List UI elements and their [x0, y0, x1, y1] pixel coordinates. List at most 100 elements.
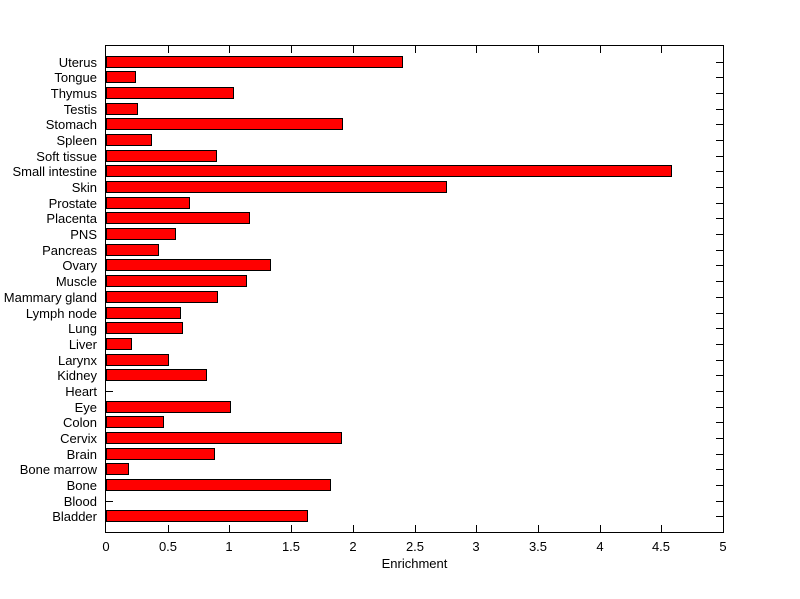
- y-tick-right: [716, 469, 723, 470]
- y-tick-label: Thymus: [50, 86, 97, 101]
- x-tick-bottom: [168, 525, 169, 532]
- y-tick-right: [716, 265, 723, 266]
- x-tick-label: 4: [596, 539, 604, 554]
- x-tick-label: 3: [472, 539, 480, 554]
- y-tick-right: [716, 234, 723, 235]
- bar: [106, 354, 169, 366]
- y-tick-label: Kidney: [57, 368, 97, 383]
- y-tick-label: Muscle: [55, 274, 97, 289]
- x-tick-label: 3.5: [528, 539, 548, 554]
- bar: [106, 181, 447, 193]
- x-tick-label: 0: [102, 539, 110, 554]
- y-tick-right: [716, 438, 723, 439]
- y-tick-right: [716, 516, 723, 517]
- x-axis-title: Enrichment: [381, 556, 448, 571]
- y-tick-label: Placenta: [46, 211, 97, 226]
- x-tick-bottom: [415, 525, 416, 532]
- y-tick-right: [716, 313, 723, 314]
- y-tick-right: [716, 407, 723, 408]
- x-tick-bottom: [538, 525, 539, 532]
- bar: [106, 197, 190, 209]
- y-tick-label: Tongue: [54, 70, 97, 85]
- y-tick-label: Small intestine: [12, 164, 97, 179]
- y-tick-right: [716, 360, 723, 361]
- x-tick-top: [353, 46, 354, 53]
- bar: [106, 369, 207, 381]
- bar: [106, 134, 152, 146]
- x-tick-label: 2: [349, 539, 357, 554]
- y-tick-left: [106, 501, 113, 502]
- bar: [106, 338, 132, 350]
- y-tick-label: Brain: [66, 447, 97, 462]
- bar: [106, 71, 136, 83]
- bar: [106, 307, 181, 319]
- y-tick-right: [716, 140, 723, 141]
- y-tick-right: [716, 203, 723, 204]
- bar: [106, 118, 343, 130]
- plot-area: [105, 45, 724, 533]
- bar: [106, 291, 218, 303]
- bar: [106, 228, 176, 240]
- x-tick-bottom: [600, 525, 601, 532]
- y-tick-label: Bone marrow: [19, 462, 97, 477]
- y-tick-label: Soft tissue: [36, 149, 97, 164]
- bar: [106, 448, 215, 460]
- y-tick-label: Larynx: [57, 353, 97, 368]
- bar: [106, 212, 250, 224]
- y-tick-right: [716, 218, 723, 219]
- y-tick-label: Bladder: [52, 509, 97, 524]
- y-tick-label: Prostate: [48, 196, 97, 211]
- y-tick-right: [716, 297, 723, 298]
- x-tick-label: 4.5: [651, 539, 671, 554]
- y-tick-right: [716, 485, 723, 486]
- y-tick-label: Ovary: [62, 258, 97, 273]
- y-tick-left: [106, 391, 113, 392]
- y-tick-right: [716, 281, 723, 282]
- y-tick-label: Testis: [63, 102, 97, 117]
- x-tick-top: [538, 46, 539, 53]
- y-tick-right: [716, 187, 723, 188]
- bar: [106, 432, 342, 444]
- y-tick-label: Spleen: [56, 133, 97, 148]
- x-tick-label: 1: [225, 539, 233, 554]
- bar: [106, 401, 231, 413]
- y-tick-right: [716, 344, 723, 345]
- y-tick-right: [716, 501, 723, 502]
- x-tick-label: 5: [719, 539, 727, 554]
- y-tick-right: [716, 391, 723, 392]
- y-tick-label: Heart: [65, 384, 97, 399]
- bar: [106, 275, 247, 287]
- bar: [106, 463, 129, 475]
- y-tick-label: Eye: [74, 400, 97, 415]
- y-tick-right: [716, 422, 723, 423]
- bar: [106, 56, 403, 68]
- bar: [106, 150, 217, 162]
- y-tick-label: PNS: [70, 227, 97, 242]
- x-tick-bottom: [229, 525, 230, 532]
- y-tick-label: Colon: [63, 415, 97, 430]
- y-tick-label: Lung: [68, 321, 97, 336]
- bar: [106, 416, 164, 428]
- y-tick-right: [716, 171, 723, 172]
- y-tick-right: [716, 250, 723, 251]
- bar: [106, 87, 234, 99]
- y-tick-right: [716, 77, 723, 78]
- y-tick-label: Liver: [68, 337, 97, 352]
- x-tick-top: [291, 46, 292, 53]
- x-tick-top: [415, 46, 416, 53]
- y-tick-right: [716, 62, 723, 63]
- y-tick-label: Blood: [63, 494, 97, 509]
- y-tick-label: Bone: [66, 478, 97, 493]
- x-tick-bottom: [353, 525, 354, 532]
- bar: [106, 322, 183, 334]
- x-tick-bottom: [291, 525, 292, 532]
- bar: [106, 165, 672, 177]
- y-tick-label: Skin: [71, 180, 97, 195]
- y-tick-label: Mammary gland: [3, 290, 97, 305]
- bar: [106, 103, 138, 115]
- x-tick-top: [476, 46, 477, 53]
- bar: [106, 259, 271, 271]
- y-tick-right: [716, 156, 723, 157]
- bar: [106, 244, 159, 256]
